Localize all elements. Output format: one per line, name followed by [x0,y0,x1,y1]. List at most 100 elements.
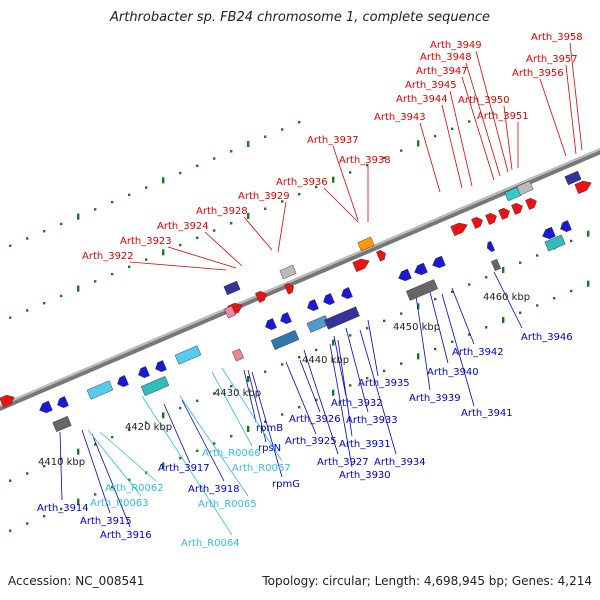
leader-line [367,319,379,377]
leader-line [141,395,233,536]
gene-block [86,380,114,400]
leader-line [441,104,463,189]
tick-dot-near-above [162,249,165,256]
tick-dot-near-above [366,163,369,167]
tick-dot-below [383,319,386,323]
tick-dot-below [451,290,454,294]
reverse-gene-label: Arth_3935 [358,378,410,389]
tick-dot-far-below [468,333,471,336]
forward-gene-arrow [511,202,523,215]
forward-gene-label: Arth_3949 [430,40,482,51]
forward-gene-label: Arth_3937 [307,135,359,146]
tick-dot-below [570,239,573,243]
tick-dot-near-above [145,258,148,261]
tick-dot-near-above [315,185,318,189]
reverse-gene-arrow [341,287,353,300]
leader-line [221,367,283,462]
reverse-gene-label: Arth_3942 [452,347,504,358]
forward-gene-arrow [450,222,468,237]
tick-dot-near-above [247,213,250,220]
tick-dot-far-below [162,462,165,469]
map-title: Arthrobacter sp. FB24 chromosome 1, comp… [109,10,491,25]
tick-dot-above [26,237,29,240]
rna-gene-label: Arth_R0064 [181,538,240,549]
tick-dot-below [298,356,301,359]
tick-dot-far-below [570,289,573,293]
tick-dot-above [145,186,148,189]
scale-label: 4420 kbp [125,422,172,433]
sequence-backbone-highlight [0,148,600,407]
forward-gene-arrow [498,207,510,220]
tick-dot-below [587,230,590,237]
tick-dot-below [485,276,488,279]
forward-gene-arrow [376,250,386,262]
forward-gene-label: Arth_3947 [416,66,468,77]
leader-line [163,403,191,464]
reverse-gene-label: Arth_3925 [285,436,337,447]
scale-label: 4450 kbp [393,322,440,333]
gene-block [306,315,330,333]
forward-gene-arrow [525,197,537,210]
scale-label: 4410 kbp [38,457,85,468]
tick-dot-near-above [179,243,182,247]
tick-dot-below [332,339,335,346]
tick-dot-near-above [451,127,454,131]
forward-gene-label: Arth_3929 [238,191,290,202]
gene-block [357,236,375,252]
tick-dot-far-below [128,478,131,482]
scale-label: 4430 kbp [214,388,261,399]
leader-line [87,429,142,497]
leader-line [179,395,249,497]
gene-block [270,330,300,350]
leader-line [285,361,317,435]
leader-line [429,291,449,364]
tick-dot-near-above [417,140,420,147]
tick-dot-near-above [349,171,352,174]
leader-line [204,231,243,267]
forward-gene-label: Arth_3957 [526,54,578,65]
forward-gene-arrow [352,258,370,273]
gene-block [232,348,244,362]
tick-dot-far-below [230,435,233,438]
forward-gene-arrow [574,180,592,195]
reverse-gene-label: Arth_3934 [374,457,426,468]
tick-dot-far-below [315,398,318,402]
tick-dot-far-below [502,317,505,324]
reverse-gene-arrow [560,220,572,233]
tick-dot-above [9,244,12,247]
tick-dot-far-below [349,384,352,387]
reverse-gene-label: Arth_3933 [346,415,398,426]
tick-dot-below [43,464,46,468]
leader-line [465,62,501,177]
reverse-gene-arrow [323,293,335,306]
forward-gene-label: Arth_3922 [82,251,134,262]
tick-dot-far-below [43,514,46,518]
tick-dot-far-below [485,326,488,329]
tick-dot-below [315,348,318,352]
tick-dot-above [111,200,114,204]
reverse-gene-arrow [414,262,428,276]
forward-gene-label: Arth_3924 [157,221,209,232]
reverse-gene-label: rpsN [258,443,281,454]
leader-line [323,187,359,223]
gene-block [279,264,297,280]
reverse-gene-label: Arth_3930 [339,470,391,481]
tick-dot-above [77,213,80,220]
tick-dot-above [128,193,131,197]
tick-dot-above [60,222,63,226]
gene-features [0,170,592,433]
forward-gene-label: Arth_3951 [477,111,529,122]
tick-dot-below [349,334,352,337]
tick-dot-far-below [196,449,199,453]
tick-dot-far-below [298,406,301,409]
reverse-gene-arrow [265,318,277,331]
tick-dot-far-below [60,507,63,511]
leader-line [419,122,441,193]
leader-line [129,261,227,271]
gene-block [140,376,170,396]
tick-dot-far-below [553,297,556,300]
tick-dot-near-above [264,207,267,210]
tick-dot-below [179,406,182,410]
tick-dot-near-above [9,316,12,319]
